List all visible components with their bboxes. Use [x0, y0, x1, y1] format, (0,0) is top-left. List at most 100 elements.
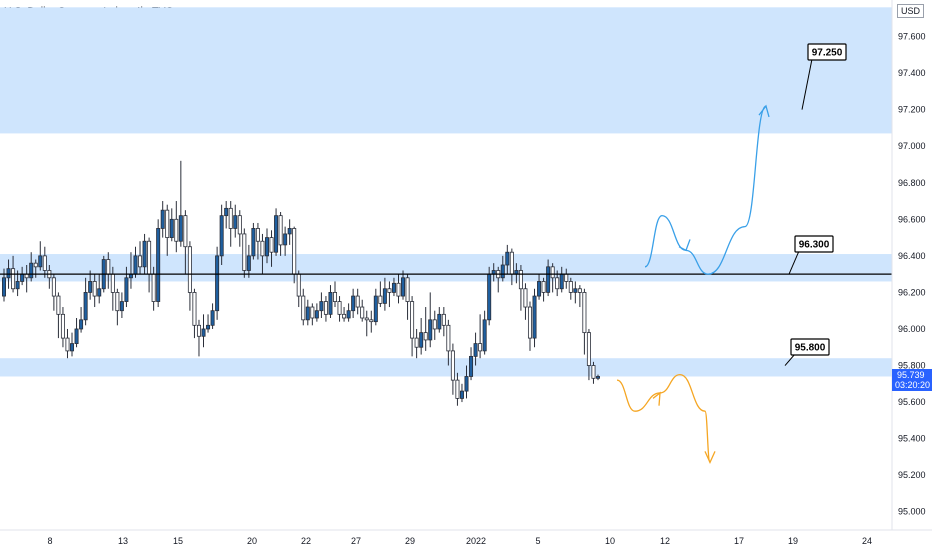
- candle-body: [487, 273, 492, 321]
- candle-body: [196, 324, 201, 337]
- candle-body: [455, 379, 460, 399]
- candles: [2, 160, 601, 406]
- callout-label: 95.800: [795, 343, 826, 354]
- candle-body: [42, 255, 47, 271]
- candle-body: [65, 337, 70, 352]
- candle-body: [169, 218, 174, 238]
- candle-body: [206, 324, 211, 330]
- bearish-arrowhead-bottom: [704, 451, 716, 464]
- candle-body: [355, 295, 360, 308]
- y-tick-label: 95.200: [898, 470, 926, 480]
- candle-body: [29, 262, 34, 279]
- candle-body: [505, 251, 510, 266]
- candle-body: [586, 332, 591, 366]
- y-tick-label: 96.800: [898, 178, 926, 188]
- candle-body: [187, 246, 192, 293]
- candle-body: [264, 237, 269, 257]
- candle-body: [215, 255, 220, 312]
- candle-body: [6, 268, 11, 279]
- candle-body: [110, 273, 115, 293]
- candle-body: [550, 266, 555, 279]
- candle-body: [559, 273, 564, 290]
- candle-body: [314, 310, 319, 319]
- candle-body: [92, 281, 97, 297]
- candle-body: [364, 317, 369, 321]
- candle-body: [596, 376, 601, 379]
- y-axis-ticks: 95.000 95.200 95.400 95.600 95.800 96.000 96.2…: [898, 32, 926, 517]
- candle-body: [151, 273, 156, 302]
- callout-pointer: [784, 353, 796, 366]
- candle-body: [391, 282, 396, 293]
- candle-body: [509, 251, 514, 275]
- countdown-timer: 03:20:20: [895, 380, 930, 390]
- candle-body: [165, 209, 170, 238]
- price-callouts[interactable]: 97.250 96.300 95.800: [784, 43, 847, 366]
- axes: [0, 0, 932, 531]
- candle-body: [401, 277, 406, 297]
- candle-body: [419, 332, 424, 348]
- candle-body: [387, 288, 392, 293]
- callout-box: [794, 235, 834, 253]
- candle-body: [482, 319, 487, 352]
- candle-body: [56, 295, 61, 315]
- candle-body: [446, 324, 451, 352]
- y-tick-label: 97.600: [898, 32, 926, 42]
- candle-body: [11, 268, 16, 290]
- x-tick-label: 20: [247, 536, 257, 546]
- callout-pointer: [801, 58, 813, 110]
- zone-0: [0, 7, 892, 134]
- candle-body: [555, 277, 560, 290]
- candle-body: [319, 301, 324, 312]
- candle-body: [156, 228, 161, 302]
- candle-body: [106, 259, 111, 275]
- candle-body: [541, 281, 546, 293]
- y-tick-label: 97.000: [898, 141, 926, 151]
- candle-body: [219, 215, 224, 257]
- bullish-projection-arrow: [644, 105, 767, 275]
- callout-label: 97.250: [812, 48, 843, 59]
- candle-body: [450, 350, 455, 381]
- candle-body: [518, 270, 523, 290]
- candle-body: [246, 255, 251, 271]
- callout-box: [807, 43, 847, 61]
- candle-body: [423, 332, 428, 341]
- candle-body: [70, 343, 75, 352]
- y-tick-label: 97.400: [898, 68, 926, 78]
- candle-body: [428, 319, 433, 341]
- candle-body: [192, 292, 197, 326]
- candle-body: [2, 277, 7, 297]
- candle-body: [441, 313, 446, 326]
- candle-body: [228, 207, 233, 229]
- candle-body: [369, 319, 374, 323]
- current-price-value: 95.739: [897, 370, 925, 380]
- y-tick-label: 95.000: [898, 507, 926, 517]
- candle-body: [20, 273, 25, 282]
- candle-body: [333, 292, 338, 302]
- bullish-arrowhead-mid: [678, 239, 691, 252]
- x-tick-label: 29: [405, 536, 415, 546]
- candle-body: [405, 277, 410, 302]
- candle-body: [500, 264, 505, 279]
- candle-body: [178, 215, 183, 242]
- candle-body: [142, 240, 147, 268]
- current-price-tag: 95.739 03:20:20: [892, 369, 932, 391]
- callout-label: 96.300: [799, 240, 830, 251]
- candle-body: [414, 337, 419, 348]
- candle-body: [233, 215, 238, 229]
- candle-body: [38, 255, 43, 268]
- y-tick-label: 95.800: [898, 361, 926, 371]
- candle-body: [564, 273, 569, 282]
- candle-body: [346, 310, 351, 319]
- candle-body: [568, 281, 573, 293]
- x-tick-label: 19: [788, 536, 798, 546]
- x-tick-label: 5: [535, 536, 540, 546]
- x-tick-label: 17: [734, 536, 744, 546]
- candle-body: [473, 343, 478, 357]
- candle-body: [396, 282, 401, 297]
- candle-body: [97, 288, 102, 297]
- candle-body: [478, 343, 483, 352]
- currency-label[interactable]: USD: [896, 4, 924, 18]
- x-tick-label: 10: [605, 536, 615, 546]
- candle-body: [224, 207, 229, 217]
